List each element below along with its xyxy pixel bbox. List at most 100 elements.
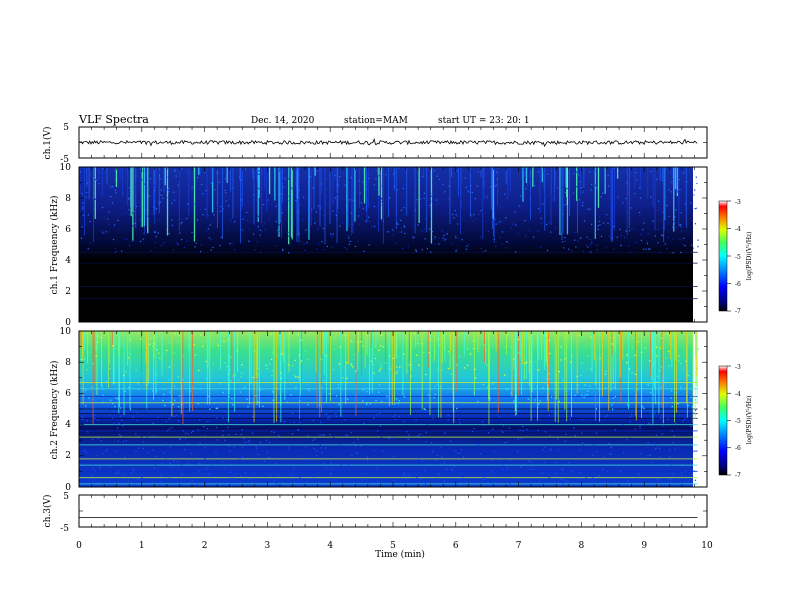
ch1-speckle xyxy=(133,211,135,213)
ch2-speckle xyxy=(180,354,182,356)
ch1-speckle xyxy=(101,187,103,190)
ch1-speckle xyxy=(469,171,472,173)
ch1-speckle xyxy=(352,199,354,201)
ch1-speckle xyxy=(679,170,682,173)
ch1-speckle xyxy=(620,234,622,236)
ch1-speckle xyxy=(322,227,325,230)
ch2-speckle xyxy=(677,402,680,405)
ch1-speckle xyxy=(279,230,281,232)
ch2-speckle xyxy=(514,392,517,395)
ch2-speckle xyxy=(381,450,384,452)
ch1-speckle xyxy=(317,228,319,230)
ch2-speckle xyxy=(560,359,562,361)
ch1-speckle xyxy=(596,187,598,189)
ch2-speckle xyxy=(177,341,180,344)
ch1-speckle xyxy=(434,236,436,238)
ch1-speckle xyxy=(160,189,162,191)
ch2-speckle xyxy=(375,467,377,469)
ch2-speckle xyxy=(462,477,464,479)
ch2-speckle xyxy=(202,426,205,428)
ch2-speckle xyxy=(393,416,395,418)
ch2-speckle xyxy=(256,444,259,446)
ch1-speckle xyxy=(187,203,189,205)
ch2-speckle xyxy=(216,417,218,419)
ch2-speckle xyxy=(542,387,544,389)
ch2-speckle xyxy=(669,456,671,458)
ch1-speckle xyxy=(158,203,160,205)
ch1-speckle xyxy=(513,222,515,225)
ch1-speckle xyxy=(527,220,529,222)
ch1-speckle xyxy=(402,187,404,190)
ch2-speckle xyxy=(547,397,549,400)
ch1-speckle xyxy=(282,201,284,203)
ch1-speckle xyxy=(486,221,488,223)
ch1-speckle xyxy=(199,250,202,253)
ch2-speckle xyxy=(321,452,323,454)
ch2-speckle xyxy=(320,421,322,424)
ch1-speckle xyxy=(625,176,628,178)
ch1-speckle xyxy=(162,197,164,199)
ch1-speckle xyxy=(537,230,539,232)
ch1-speckle xyxy=(287,231,289,234)
ch1-speckle xyxy=(607,175,609,177)
ch2-speckle xyxy=(339,346,342,348)
ch2-speckle xyxy=(319,434,321,436)
ch1-speckle xyxy=(580,237,582,239)
ch2-speckle xyxy=(434,351,436,353)
ch1-speckle xyxy=(445,233,447,235)
ch1-speckle xyxy=(138,182,141,184)
ch1-speckle xyxy=(473,214,475,216)
ch2-speckle xyxy=(177,406,180,408)
ch3-waveform-ylabel: ch.3(V) xyxy=(42,495,53,528)
ch1-speckle xyxy=(589,244,591,246)
ch1-speckle xyxy=(460,187,463,189)
ch1-speckle xyxy=(257,173,259,175)
ch1-speckle xyxy=(202,193,204,195)
ch1-speckle xyxy=(408,194,411,196)
ch2-speckle xyxy=(94,470,96,472)
ch2-speckle xyxy=(574,394,576,397)
ch2-speckle xyxy=(146,436,148,438)
ch2-speckle xyxy=(227,339,229,341)
ch2-speckle xyxy=(650,424,653,427)
ch2-speckle xyxy=(534,399,536,401)
ch2-speckle xyxy=(557,438,559,440)
ch1-spectrogram-bursts xyxy=(79,167,699,254)
start-time-label: start UT = 23: 20: 1 xyxy=(438,116,530,126)
ch1-speckle xyxy=(280,193,283,195)
ch1-speckle xyxy=(181,221,183,223)
ch1-speckle xyxy=(515,224,517,226)
ch1-speckle xyxy=(683,172,685,174)
ch2-speckle xyxy=(273,431,275,434)
ch1-speckle xyxy=(412,225,414,227)
ch1-speckle xyxy=(530,192,532,194)
ch1-speckle xyxy=(95,198,97,200)
ch2-speckle xyxy=(549,378,551,381)
ch1-speckle xyxy=(158,175,161,177)
ch1-speckle xyxy=(338,181,341,183)
ch1-waveform-ylabel: ch.1(V) xyxy=(42,127,53,160)
ch2-speckle xyxy=(415,418,417,421)
ch1-speckle xyxy=(233,171,235,174)
ch2-speckle xyxy=(382,346,385,348)
ch1-speckle xyxy=(594,231,596,234)
ch2-speckle xyxy=(307,404,309,406)
ch1-speckle xyxy=(528,177,530,179)
ch1-speckle xyxy=(643,222,645,224)
ch2-speckle xyxy=(561,478,563,481)
ch2-speckle xyxy=(301,378,304,381)
ch2-speckle xyxy=(216,439,218,441)
ch1-speckle xyxy=(186,240,188,242)
ch1-speckle xyxy=(376,170,379,172)
ch1-speckle xyxy=(108,223,110,225)
ch2-speckle xyxy=(294,359,296,361)
ch2-speckle xyxy=(658,485,660,487)
ch2-speckle xyxy=(101,385,104,388)
ch1-speckle xyxy=(590,183,593,186)
ch2-speckle xyxy=(169,446,172,448)
ch1-speckle xyxy=(412,237,414,239)
ch2-speckle xyxy=(299,362,301,364)
ch1-speckle xyxy=(124,178,126,181)
ch1-speckle xyxy=(532,236,535,238)
ch2-speckle xyxy=(679,386,682,388)
